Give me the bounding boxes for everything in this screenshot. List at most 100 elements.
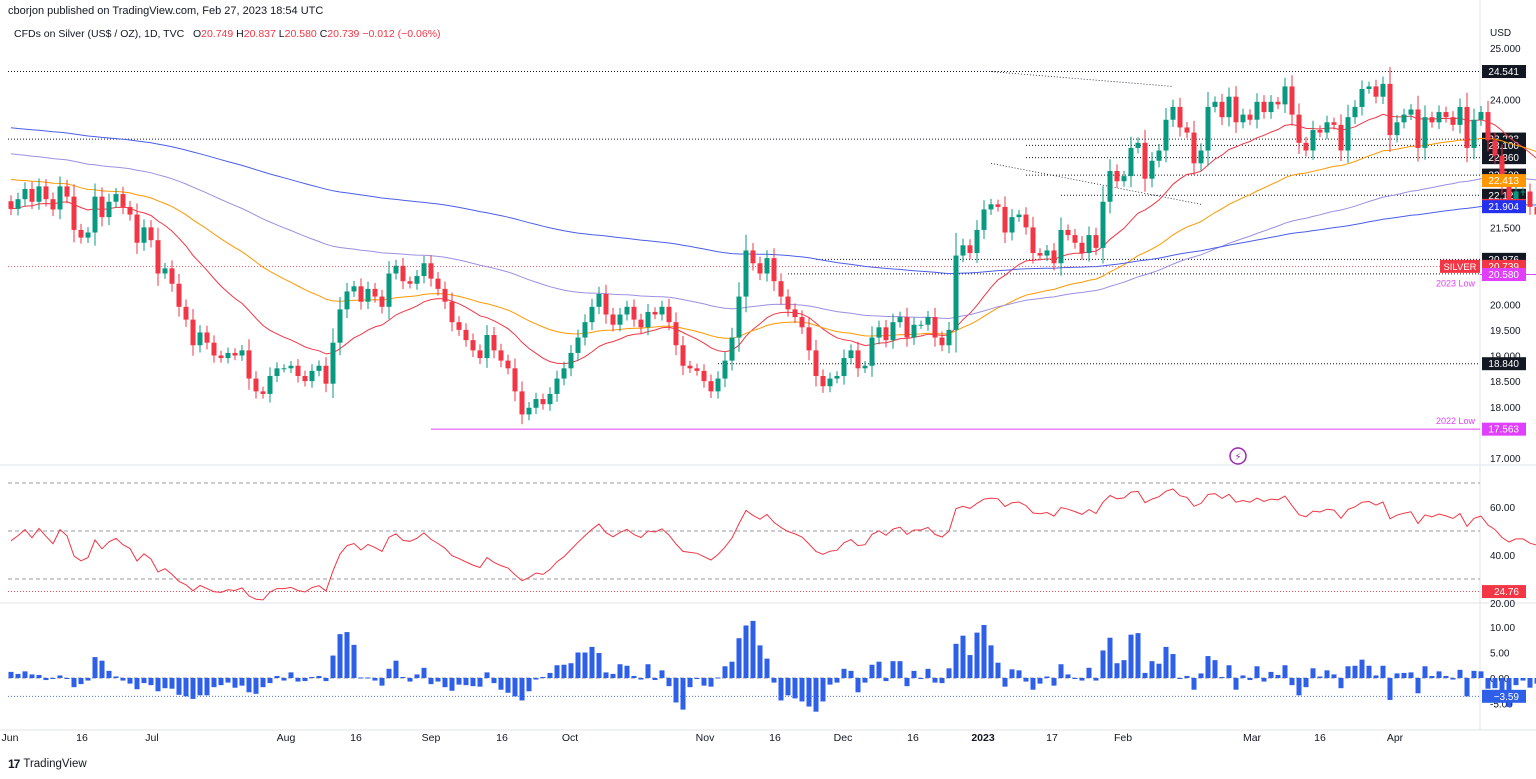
candle-body-97 [687, 365, 693, 369]
hist-bar-60 [428, 678, 434, 685]
hist-bar-146 [1030, 678, 1036, 690]
candle-body-133 [939, 337, 945, 346]
hist-bar-139 [981, 624, 987, 678]
level-tag-8 [1482, 357, 1526, 371]
candle-body-17 [127, 206, 133, 215]
candle-body-218 [1534, 206, 1536, 215]
candle-body-149 [1051, 250, 1057, 264]
tradingview-logo[interactable]: 17 TradingView [8, 757, 87, 771]
hist-bar-160 [1128, 634, 1134, 678]
candle-body-96 [680, 345, 686, 366]
candle-body-146 [1030, 227, 1036, 253]
candle-body-186 [1310, 130, 1316, 151]
trendline-upper [990, 71, 1174, 87]
candle-body-39 [281, 368, 287, 370]
candle-body-112 [792, 309, 798, 318]
candle-body-142 [1002, 206, 1008, 233]
time-axis-tick-16: 16 [1314, 732, 1326, 744]
rsi-axis-tick-0: 60.00 [1490, 503, 1515, 514]
candle-body-174 [1226, 96, 1232, 118]
candle-body-217 [1527, 191, 1533, 207]
candle-body-31 [225, 352, 231, 359]
hist-bar-186 [1310, 668, 1316, 678]
candle-body-180 [1268, 101, 1274, 113]
hist-bar-190 [1338, 678, 1344, 689]
candle-body-24 [176, 283, 182, 307]
hist-bar-203 [1429, 675, 1435, 678]
hist-bar-143 [1009, 669, 1015, 678]
hist-bar-89 [631, 675, 637, 678]
hist-bar-50 [358, 677, 364, 679]
candle-body-101 [715, 378, 721, 392]
hist-bar-15 [113, 676, 119, 678]
price-axis-tick-5: 19.000 [1490, 352, 1521, 363]
candle-body-79 [561, 368, 567, 379]
candle-body-55 [393, 265, 399, 274]
high-label: H [236, 28, 244, 40]
time-axis-tick-4: 16 [350, 732, 362, 744]
hist-bar-122 [862, 678, 868, 683]
candle-body-69 [491, 335, 497, 351]
hist-bar-141 [995, 662, 1001, 678]
hist-bar-119 [841, 668, 847, 678]
candle-body-208 [1464, 106, 1470, 148]
rsi-axis-tick-1: 40.00 [1490, 551, 1515, 562]
candle-body-120 [848, 350, 854, 359]
candle-body-141 [995, 204, 1001, 207]
hist-bar-44 [316, 675, 322, 678]
hist-bar-83 [589, 646, 595, 678]
candle-body-4 [36, 186, 42, 202]
candle-body-206 [1450, 117, 1456, 125]
candle-body-138 [974, 229, 980, 253]
candle-body-5 [43, 186, 49, 200]
candle-body-66 [470, 340, 476, 351]
time-axis-tick-9: 16 [769, 732, 781, 744]
candle-body-127 [897, 317, 903, 323]
candle-body-166 [1170, 106, 1176, 120]
candle-body-144 [1016, 214, 1022, 218]
candle-body-152 [1072, 235, 1078, 243]
hist-bar-58 [414, 674, 420, 678]
symbol-tag [1440, 259, 1480, 273]
hist-bar-207 [1457, 669, 1463, 678]
hist-bar-94 [666, 678, 672, 687]
hist-bar-121 [855, 678, 861, 693]
candle-body-190 [1338, 124, 1344, 151]
hist-bar-7 [57, 675, 63, 678]
price-tag-label-3: 20.739 [1488, 262, 1519, 273]
hist-bar-209 [1471, 670, 1477, 678]
candle-body-155 [1093, 235, 1099, 248]
hist-bar-8 [64, 678, 70, 679]
hist-bar-187 [1317, 676, 1323, 678]
candle-body-213 [1499, 155, 1505, 184]
hist-bar-215 [1513, 678, 1519, 686]
hist-bar-4 [36, 674, 42, 678]
candle-body-110 [778, 281, 784, 297]
time-axis-tick-11: 16 [907, 732, 919, 744]
hist-bar-167 [1177, 678, 1183, 679]
candle-body-160 [1128, 147, 1134, 177]
hist-bar-81 [575, 652, 581, 678]
candle-body-73 [519, 391, 525, 415]
hist-bar-185 [1303, 678, 1309, 688]
hist-bar-170 [1198, 673, 1204, 678]
candle-body-76 [540, 399, 546, 405]
hist-bar-184 [1296, 678, 1302, 696]
hist-bar-37 [267, 678, 273, 684]
hist-bar-99 [701, 678, 707, 686]
candle-body-135 [953, 255, 959, 330]
candle-body-20 [148, 227, 154, 241]
hist-bar-103 [729, 661, 735, 678]
level-tag-0 [1482, 65, 1526, 79]
symbol-legend[interactable]: CFDs on Silver (US$ / OZ), 1D, TVC O20.7… [14, 28, 441, 40]
candle-body-30 [218, 355, 224, 359]
rsi-last-label: 24.76 [1494, 587, 1519, 598]
candle-body-198 [1394, 122, 1400, 136]
candle-body-167 [1177, 106, 1183, 128]
hist-bar-29 [211, 678, 217, 688]
candle-body-15 [113, 194, 119, 202]
hist-bar-159 [1121, 660, 1127, 678]
hist-bar-33 [239, 678, 245, 686]
candle-body-121 [855, 350, 861, 369]
